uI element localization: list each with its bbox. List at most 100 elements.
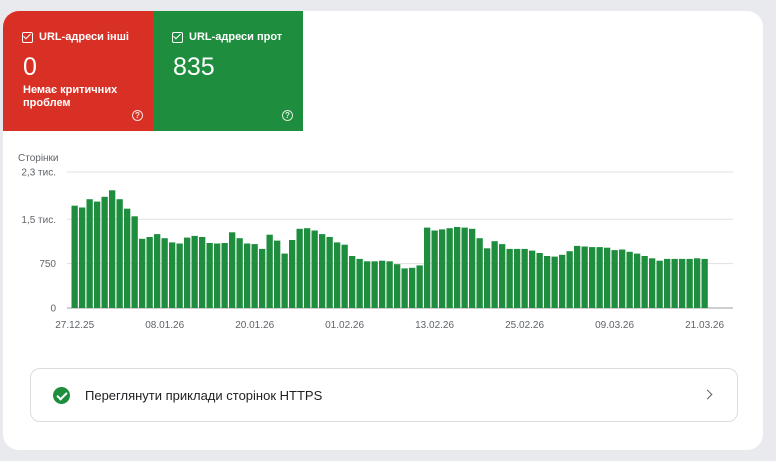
bar[interactable]	[499, 244, 506, 308]
bar[interactable]	[656, 260, 663, 308]
bar[interactable]	[259, 248, 266, 308]
bar[interactable]	[214, 243, 221, 309]
bar[interactable]	[604, 247, 611, 308]
bar[interactable]	[244, 243, 251, 309]
bar[interactable]	[146, 237, 153, 308]
bar[interactable]	[454, 227, 461, 308]
bar[interactable]	[529, 250, 536, 308]
bar[interactable]	[154, 234, 161, 308]
bar[interactable]	[536, 253, 543, 308]
bar[interactable]	[401, 268, 408, 308]
bar[interactable]	[619, 249, 626, 309]
bar[interactable]	[664, 258, 671, 308]
y-tick-label: 750	[39, 259, 56, 270]
bar[interactable]	[701, 258, 708, 308]
checkbox-icon[interactable]	[22, 31, 33, 43]
bar[interactable]	[679, 258, 686, 308]
bar[interactable]	[356, 258, 363, 308]
bar[interactable]	[439, 229, 446, 308]
bar[interactable]	[596, 247, 603, 308]
bar[interactable]	[416, 265, 423, 308]
bar[interactable]	[409, 267, 416, 308]
bar[interactable]	[694, 258, 701, 308]
bar[interactable]	[686, 258, 693, 308]
bar[interactable]	[649, 258, 656, 308]
tile-protected-urls[interactable]: URL-адреси прот 835 ?	[153, 11, 303, 131]
bar[interactable]	[484, 248, 491, 308]
y-tick-label: 2,3 тис.	[21, 168, 56, 179]
bar[interactable]	[86, 199, 93, 308]
bar[interactable]	[469, 228, 476, 308]
bar[interactable]	[641, 256, 648, 308]
bar[interactable]	[94, 201, 101, 308]
bar[interactable]	[169, 242, 176, 308]
bar[interactable]	[319, 234, 326, 308]
bar[interactable]	[199, 237, 206, 308]
tile-header: URL-адреси інші	[22, 31, 140, 43]
bar[interactable]	[521, 248, 528, 308]
x-tick-label: 25.02.26	[505, 320, 544, 331]
bar[interactable]	[139, 238, 146, 308]
view-https-examples-link[interactable]: Переглянути приклади сторінок HTTPS	[30, 368, 738, 422]
bar[interactable]	[446, 228, 453, 308]
bar[interactable]	[266, 234, 273, 308]
bar[interactable]	[581, 246, 588, 309]
tile-other-urls[interactable]: URL-адреси інші 0 Немає критичних пробле…	[3, 11, 153, 131]
bar[interactable]	[626, 251, 633, 308]
bar[interactable]	[514, 248, 521, 308]
bar[interactable]	[176, 243, 183, 309]
bar[interactable]	[349, 256, 356, 308]
bar[interactable]	[431, 230, 438, 309]
bar[interactable]	[161, 238, 168, 308]
bar[interactable]	[386, 261, 393, 308]
bar[interactable]	[236, 238, 243, 308]
bar[interactable]	[124, 208, 131, 308]
bar[interactable]	[304, 228, 311, 308]
bar[interactable]	[79, 207, 86, 309]
bar[interactable]	[184, 237, 191, 308]
bar[interactable]	[341, 244, 348, 308]
bar[interactable]	[551, 256, 558, 308]
bar[interactable]	[491, 241, 498, 308]
bar[interactable]	[326, 237, 333, 308]
help-icon[interactable]: ?	[132, 110, 143, 121]
bar[interactable]	[101, 196, 108, 308]
bar[interactable]	[274, 240, 281, 308]
bar[interactable]	[589, 247, 596, 308]
bar[interactable]	[251, 244, 258, 308]
help-icon[interactable]: ?	[282, 110, 293, 121]
bar[interactable]	[71, 205, 78, 308]
bar[interactable]	[559, 254, 566, 308]
x-tick-label: 09.03.26	[595, 320, 634, 331]
bar[interactable]	[221, 243, 228, 308]
bar[interactable]	[334, 242, 341, 308]
bar[interactable]	[371, 261, 378, 308]
bar[interactable]	[364, 261, 371, 308]
checkbox-icon[interactable]	[172, 31, 183, 43]
bar[interactable]	[281, 253, 288, 308]
bar[interactable]	[394, 264, 401, 308]
bar[interactable]	[229, 232, 236, 308]
bar[interactable]	[379, 260, 386, 308]
bar[interactable]	[634, 253, 641, 308]
bar[interactable]	[476, 238, 483, 308]
bar[interactable]	[461, 227, 468, 308]
bar[interactable]	[191, 235, 198, 308]
bar[interactable]	[131, 216, 138, 308]
bar[interactable]	[289, 240, 296, 308]
bar[interactable]	[206, 243, 213, 308]
bar[interactable]	[109, 190, 116, 308]
bar[interactable]	[424, 227, 431, 308]
x-tick-label: 08.01.26	[145, 320, 184, 331]
bar[interactable]	[671, 258, 678, 308]
bar[interactable]	[611, 250, 618, 308]
bar[interactable]	[566, 251, 573, 308]
bar[interactable]	[506, 248, 513, 308]
bar[interactable]	[544, 256, 551, 308]
bar[interactable]	[311, 230, 318, 309]
tile-header: URL-адреси прот	[172, 31, 290, 43]
chevron-right-icon	[702, 389, 713, 400]
bar[interactable]	[116, 199, 123, 308]
bar[interactable]	[574, 245, 581, 308]
bar[interactable]	[296, 228, 303, 308]
